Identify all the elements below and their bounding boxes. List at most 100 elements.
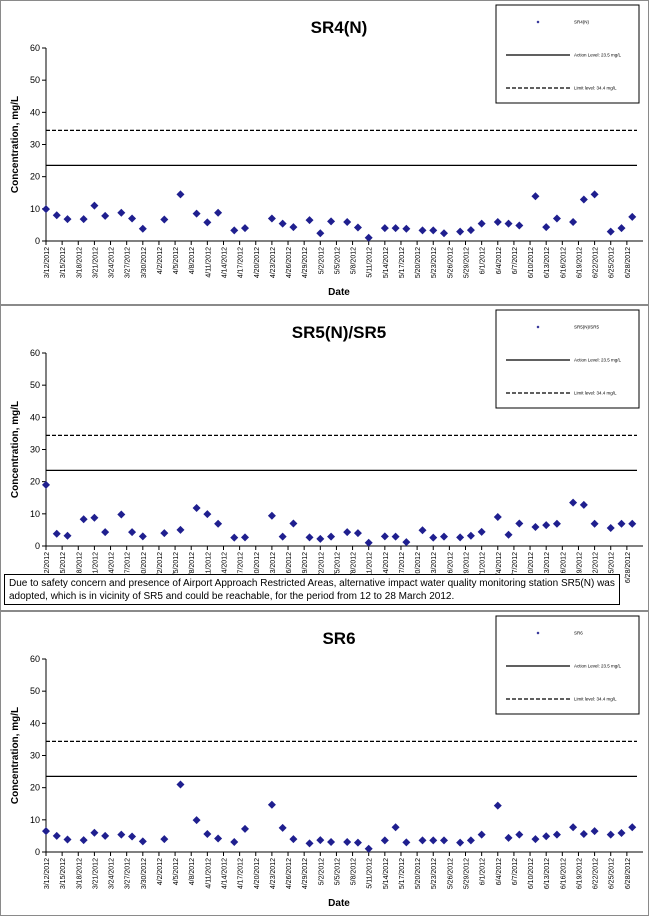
x-tick-label: 5/26/2012 (447, 552, 454, 583)
x-tick-label: 6/10/2012 (528, 858, 535, 889)
data-point (504, 530, 513, 539)
x-tick-label: 4/26/2012 (286, 247, 293, 278)
x-tick-label: 5/17/2012 (399, 552, 406, 583)
data-point (90, 513, 99, 522)
data-point (52, 831, 61, 840)
data-point (230, 533, 239, 542)
data-point (52, 211, 61, 220)
data-point (241, 224, 249, 233)
y-tick-label: 30 (30, 751, 40, 761)
legend-label: SR4(N) (574, 20, 590, 25)
data-point (214, 208, 223, 217)
data-point (440, 229, 448, 238)
y-tick-label: 10 (30, 815, 40, 825)
data-point (579, 500, 588, 509)
data-point (391, 532, 400, 541)
x-tick-label: 3/24/2012 (109, 858, 116, 889)
x-tick-label: 6/28/2012 (625, 247, 632, 278)
y-axis-title: Concentration, mg/L (10, 707, 21, 804)
data-point (203, 829, 212, 838)
x-tick-label: 5/5/2012 (334, 552, 341, 579)
data-point (230, 838, 239, 847)
chart-title: SR6 (322, 629, 355, 648)
data-point (493, 513, 502, 522)
data-point (79, 515, 88, 524)
data-point (316, 836, 325, 845)
x-tick-label: 4/14/2012 (221, 552, 228, 583)
data-point (456, 227, 465, 236)
x-tick-label: 4/11/2012 (205, 552, 212, 583)
data-point (192, 504, 201, 513)
x-tick-label: 6/7/2012 (512, 247, 519, 274)
x-tick-label: 5/29/2012 (464, 247, 471, 278)
x-tick-label: 3/30/2012 (141, 552, 148, 583)
data-point (542, 832, 551, 841)
legend: SR4(N) Action Level: 23.5 mg/L Limit level… (495, 4, 640, 104)
x-tick-label: 6/16/2012 (560, 858, 567, 889)
chart-svg: SR5(N)/SR5 0 10 20 30 40 50 60 3/12/2012 3/15/201… (10, 309, 643, 603)
data-point (466, 531, 475, 540)
y-tick-label: 50 (30, 380, 40, 390)
data-point (42, 205, 50, 214)
x-tick-label: 3/18/2012 (76, 247, 83, 278)
x-tick-label: 6/19/2012 (576, 858, 583, 889)
data-point (456, 533, 465, 542)
data-point (590, 519, 599, 528)
data-point (504, 219, 513, 228)
data-point (418, 836, 427, 845)
data-point (90, 828, 99, 837)
data-point (531, 523, 540, 532)
x-tick-label: 6/13/2012 (544, 552, 551, 583)
x-tick-label: 4/14/2012 (221, 247, 228, 278)
y-tick-label: 50 (30, 75, 40, 85)
x-tick-label: 4/20/2012 (254, 858, 261, 889)
x-tick-label: 5/23/2012 (431, 552, 438, 583)
chart-title: SR4(N) (311, 18, 368, 37)
x-tick-label: 4/29/2012 (302, 858, 309, 889)
x-tick-label: 4/8/2012 (189, 247, 196, 274)
x-tick-label: 4/23/2012 (270, 552, 277, 583)
data-point (402, 224, 411, 233)
data-point (241, 533, 249, 542)
legend: SR5(N)/SR5 Action Level: 23.5 mg/L Limit l… (495, 309, 640, 409)
x-tick-label: 5/8/2012 (351, 247, 358, 274)
data-point (569, 823, 578, 832)
x-tick-label: 6/10/2012 (528, 552, 535, 583)
y-tick-label: 60 (30, 654, 40, 664)
x-tick-label: 6/28/2012 (625, 552, 632, 583)
x-tick-label: 6/4/2012 (496, 552, 503, 579)
data-point (128, 528, 137, 537)
x-tick-label: 5/17/2012 (399, 247, 406, 278)
x-tick-label: 4/29/2012 (302, 247, 309, 278)
data-point (192, 816, 201, 825)
data-point (504, 833, 513, 842)
data-point (515, 830, 524, 839)
data-point (267, 511, 276, 520)
data-point (579, 829, 588, 838)
data-point (117, 208, 126, 217)
x-tick-label: 3/24/2012 (109, 247, 116, 278)
data-point (343, 218, 352, 227)
x-tick-label: 6/19/2012 (576, 247, 583, 278)
y-tick-label: 10 (30, 204, 40, 214)
x-tick-label: 5/14/2012 (383, 552, 390, 583)
x-tick-label: 5/20/2012 (415, 858, 422, 889)
data-point (515, 519, 524, 528)
legend: SR6 Action Level: 23.5 mg/L Limit level: 3… (495, 615, 640, 715)
data-point (569, 218, 578, 227)
x-tick-label: 3/21/2012 (92, 552, 99, 583)
data-point (628, 212, 637, 221)
data-point (52, 529, 61, 538)
data-point (316, 229, 325, 238)
data-point (628, 519, 637, 528)
y-tick-label: 50 (30, 686, 40, 696)
x-tick-label: 6/1/2012 (480, 247, 487, 274)
x-tick-label: 5/14/2012 (383, 247, 390, 278)
y-tick-label: 40 (30, 412, 40, 422)
chart-panel-sr6: SR6 0 10 20 30 40 50 60 3/12/2012 3/15/2012 3/18/2… (0, 611, 649, 916)
data-point (493, 801, 502, 810)
data-point (160, 835, 169, 844)
data-point (477, 527, 486, 536)
y-axis-title: Concentration, mg/L (10, 401, 21, 498)
x-tick-label: 4/2/2012 (157, 552, 164, 579)
